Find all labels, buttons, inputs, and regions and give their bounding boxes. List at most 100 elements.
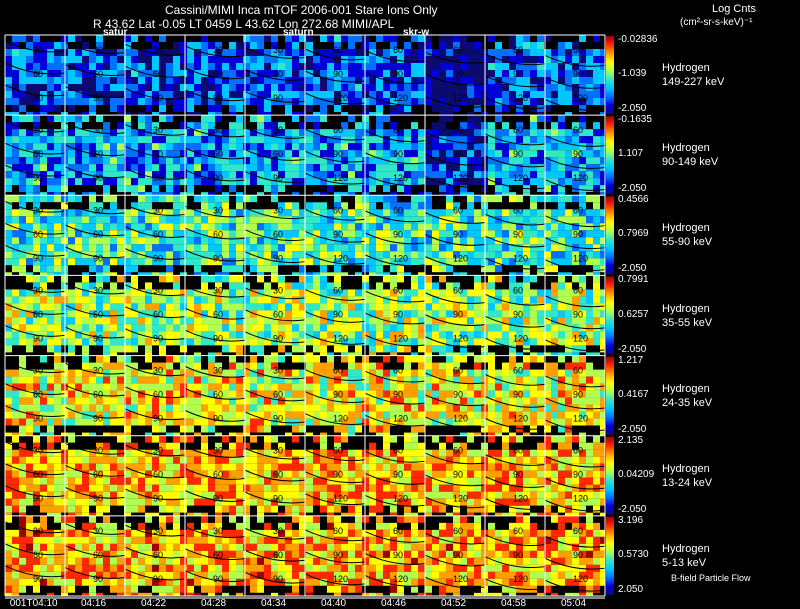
heatmap-cell	[152, 265, 159, 273]
heatmap-cell	[40, 35, 47, 42]
heatmap-cell	[229, 115, 236, 123]
heatmap-cell	[33, 425, 40, 433]
heatmap-cell	[33, 303, 40, 311]
heatmap-cell	[131, 352, 138, 356]
heatmap-cell	[215, 49, 222, 56]
heatmap-cell	[68, 317, 75, 325]
heatmap-cell	[145, 136, 152, 144]
heatmap-cell	[194, 397, 201, 405]
heatmap-cell	[404, 84, 411, 91]
heatmap-cell	[33, 129, 40, 137]
heatmap-cell	[75, 178, 82, 186]
heatmap-cell	[453, 35, 460, 42]
heatmap-cell	[502, 91, 509, 98]
heatmap-cell	[75, 289, 82, 297]
heatmap-cell	[222, 150, 229, 158]
heatmap-cell	[222, 237, 229, 245]
heatmap-cell	[173, 418, 180, 426]
heatmap-cell	[397, 216, 404, 224]
heatmap-cell	[138, 129, 145, 137]
heatmap-cell	[159, 352, 166, 356]
heatmap-cell	[124, 418, 131, 426]
heatmap-cell	[103, 230, 110, 238]
heatmap-cell	[152, 164, 159, 172]
heatmap-cell	[320, 49, 327, 56]
heatmap-cell	[411, 383, 418, 391]
heatmap-cell	[12, 418, 19, 426]
heatmap-cell	[544, 157, 551, 165]
heatmap-cell	[467, 258, 474, 266]
heatmap-cell	[110, 237, 117, 245]
heatmap-cell	[250, 136, 257, 144]
heatmap-cell	[390, 150, 397, 158]
heatmap-cell	[334, 418, 341, 426]
heatmap-cell	[215, 223, 222, 231]
heatmap-cell	[285, 230, 292, 238]
heatmap-cell	[173, 216, 180, 224]
heatmap-cell	[187, 237, 194, 245]
heatmap-cell	[446, 171, 453, 179]
heatmap-cell	[271, 35, 278, 42]
heatmap-cell	[425, 171, 432, 179]
heatmap-cell	[54, 129, 61, 137]
heatmap-cell	[271, 171, 278, 179]
heatmap-cell	[187, 230, 194, 238]
heatmap-cell	[383, 258, 390, 266]
heatmap-cell	[180, 105, 187, 112]
heatmap-cell	[257, 171, 264, 179]
heatmap-cell	[600, 230, 605, 238]
heatmap-cell	[376, 369, 383, 377]
heatmap-cell	[26, 282, 33, 290]
heatmap-cell	[222, 77, 229, 84]
heatmap-cell	[194, 265, 201, 273]
heatmap-cell	[229, 272, 236, 276]
heatmap-cell	[54, 324, 61, 332]
heatmap-cell	[250, 42, 257, 49]
heatmap-cell	[152, 390, 159, 398]
heatmap-cell	[390, 369, 397, 377]
heatmap-cell	[145, 404, 152, 412]
heatmap-cell	[12, 244, 19, 252]
heatmap-cell	[404, 376, 411, 384]
heatmap-cell	[306, 338, 313, 346]
heatmap-cell	[40, 42, 47, 49]
heatmap-cell	[369, 192, 376, 196]
heatmap-cell	[320, 178, 327, 186]
heatmap-cell	[110, 289, 117, 297]
heatmap-cell	[26, 265, 33, 273]
heatmap-cell	[250, 223, 257, 231]
heatmap-cell	[68, 289, 75, 297]
heatmap-cell	[313, 275, 320, 283]
heatmap-cell	[516, 178, 523, 186]
heatmap-cell	[257, 345, 264, 353]
heatmap-cell	[460, 418, 467, 426]
heatmap-cell	[201, 112, 208, 116]
heatmap-cell	[509, 317, 516, 325]
heatmap-cell	[201, 310, 208, 318]
heatmap-cell	[509, 178, 516, 186]
heatmap-cell	[432, 143, 439, 151]
heatmap-cell	[236, 157, 243, 165]
heatmap-cell	[579, 411, 586, 419]
heatmap-cell	[341, 230, 348, 238]
heatmap-cell	[418, 70, 425, 77]
heatmap-cell	[103, 244, 110, 252]
heatmap-cell	[355, 282, 362, 290]
heatmap-cell	[131, 397, 138, 405]
heatmap-cell	[537, 397, 544, 405]
heatmap-cell	[40, 418, 47, 426]
heatmap-cell	[397, 192, 404, 196]
heatmap-cell	[572, 397, 579, 405]
heatmap-cell	[26, 178, 33, 186]
heatmap-cell	[194, 230, 201, 238]
heatmap-cell	[89, 352, 96, 356]
heatmap-cell	[292, 324, 299, 332]
heatmap-cell	[131, 258, 138, 266]
heatmap-cell	[299, 56, 306, 63]
heatmap-cell	[586, 404, 593, 412]
heatmap-cell	[222, 192, 229, 196]
heatmap-cell	[558, 362, 565, 370]
heatmap-cell	[502, 390, 509, 398]
heatmap-cell	[432, 369, 439, 377]
heatmap-cell	[320, 171, 327, 179]
